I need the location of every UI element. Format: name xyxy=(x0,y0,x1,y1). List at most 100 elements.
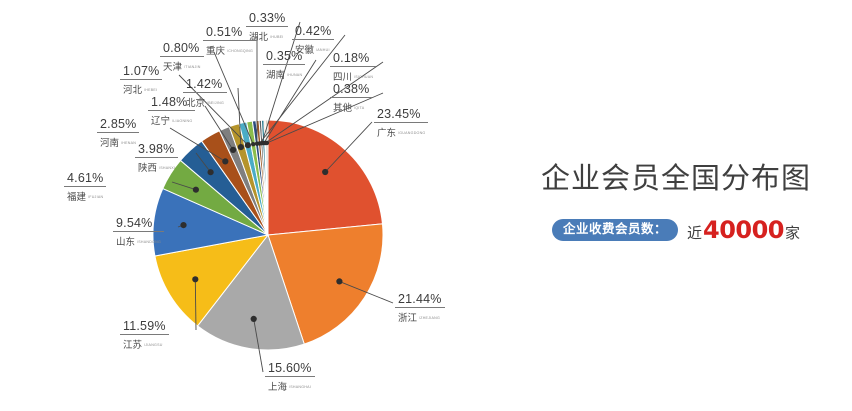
callout-henan: 2.85% 河南/HENAN xyxy=(97,117,140,151)
callout-guangdong: 23.45% 广东/GUANGDONG xyxy=(374,107,429,141)
pie-slice-qita[interactable] xyxy=(264,119,269,236)
callout-tianjin-pinyin: /TIANJIN xyxy=(184,65,201,70)
leader-line-sichuan xyxy=(265,61,384,144)
callout-hebei: 1.07% 河北/HEBEI xyxy=(120,64,163,98)
callout-chongqing-name: 重庆 xyxy=(206,46,226,58)
callout-anhui-pinyin: /ANHUI xyxy=(316,48,330,53)
callout-fujian-namebox: 福建/FUJIAN xyxy=(64,186,107,205)
leader-dot-beijing xyxy=(237,144,244,151)
callout-hunan-percent: 0.35% xyxy=(266,49,303,63)
callout-hunan-name: 湖南 xyxy=(266,70,286,82)
callout-anhui: 0.42% 安徽/ANHUI xyxy=(292,24,335,58)
callout-hebei-name: 河北 xyxy=(123,85,143,97)
callout-shandong-pinyin: /SHANDONG xyxy=(137,240,162,245)
callout-jiangsu-percent: 11.59% xyxy=(123,319,166,333)
callout-jiangsu-name: 江苏 xyxy=(123,340,143,352)
leader-line-hubei xyxy=(261,21,301,144)
leader-dot-henan xyxy=(222,158,229,165)
leader-dot-shandong xyxy=(180,222,187,229)
title-panel: 企业会员全国分布图 企业收费会员数： 近 40000 家 xyxy=(500,0,852,411)
callout-anhui-percent: 0.42% xyxy=(295,24,332,38)
leader-line-zhejiang xyxy=(339,280,394,304)
callout-liaoning-namebox: 辽宁/LIAONING xyxy=(148,110,196,129)
leader-line-henan xyxy=(169,127,226,162)
callout-chongqing-percent: 0.51% xyxy=(206,25,243,39)
callout-liaoning-pinyin: /LIAONING xyxy=(172,119,193,124)
callout-shaanxi-name: 陕西 xyxy=(138,163,158,175)
leader-line-hebei xyxy=(178,74,249,146)
callout-tianjin: 0.80% 天津/TIANJIN xyxy=(160,41,204,75)
callout-shandong-name: 山东 xyxy=(116,237,136,249)
callout-sichuan-name: 四川 xyxy=(333,72,353,84)
callout-tianjin-percent: 0.80% xyxy=(163,41,200,55)
leader-line-guangdong xyxy=(324,121,373,173)
leader-line-tianjin xyxy=(213,51,254,145)
callout-fujian: 4.61% 福建/FUJIAN xyxy=(64,171,107,205)
leader-line-fujian xyxy=(171,181,197,191)
callout-shandong-namebox: 山东/SHANDONG xyxy=(113,231,165,250)
callout-tianjin-namebox: 天津/TIANJIN xyxy=(160,56,204,75)
callout-fujian-name: 福建 xyxy=(67,192,87,204)
leader-line-jiangsu xyxy=(194,279,197,331)
callout-chongqing-namebox: 重庆/CHONGQING xyxy=(203,40,257,59)
callout-beijing: 1.42% 北京/BEIJING xyxy=(183,77,227,111)
callout-zhejiang-namebox: 浙江/ZHEJIANG xyxy=(395,307,445,326)
callout-beijing-name: 北京 xyxy=(186,98,206,110)
leader-dot-qita xyxy=(264,140,270,146)
pie-chart-svg xyxy=(152,21,394,373)
callout-zhejiang: 21.44% 浙江/ZHEJIANG xyxy=(395,292,445,326)
callout-anhui-name: 安徽 xyxy=(295,45,315,57)
callout-beijing-namebox: 北京/BEIJING xyxy=(183,92,227,111)
leader-dot-fujian xyxy=(192,186,199,193)
callout-henan-pinyin: /HENAN xyxy=(121,141,137,146)
page-title: 企业会员全国分布图 xyxy=(540,161,811,195)
callout-zhejiang-percent: 21.44% xyxy=(398,292,442,306)
leader-dot-tianjin xyxy=(251,142,256,147)
pie-slice-jiangsu[interactable] xyxy=(154,234,270,327)
callout-zhejiang-name: 浙江 xyxy=(398,313,418,325)
leader-line-liaoning xyxy=(204,105,234,151)
callout-jiangsu: 11.59% 江苏/JIANGSU xyxy=(120,319,169,353)
leader-line-hunan xyxy=(263,59,317,144)
callout-other-percent: 0.38% xyxy=(333,82,370,96)
leader-dot-shanghai xyxy=(250,315,257,322)
callout-other-name: 其他 xyxy=(333,103,353,115)
callout-henan-name: 河南 xyxy=(100,138,120,150)
callout-tianjin-name: 天津 xyxy=(163,62,183,74)
callout-hebei-percent: 1.07% xyxy=(123,64,160,78)
callout-hubei: 0.33% 湖北/HUBEI xyxy=(246,11,289,45)
leader-dot-liaoning xyxy=(230,146,237,153)
pie-slice-group xyxy=(152,119,384,351)
callout-shanghai-name: 上海 xyxy=(268,382,288,394)
callout-other: 0.38% 其他/QITA xyxy=(330,82,373,116)
callout-shanghai-namebox: 上海/SHANGHAI xyxy=(265,376,315,395)
callout-fujian-percent: 4.61% xyxy=(67,171,104,185)
callout-fujian-pinyin: /FUJIAN xyxy=(88,195,104,200)
callout-shaanxi-pinyin: /SHANXI xyxy=(159,166,176,171)
callout-shanghai: 15.60% 上海/SHANGHAI xyxy=(265,361,315,395)
pie-slice-guangdong[interactable] xyxy=(267,119,384,236)
status-badge: 企业收费会员数： xyxy=(551,219,678,241)
callout-hebei-namebox: 河北/HEBEI xyxy=(120,79,163,98)
callout-chongqing: 0.51% 重庆/CHONGQING xyxy=(203,25,257,59)
callout-anhui-namebox: 安徽/ANHUI xyxy=(292,39,335,58)
callout-shaanxi-percent: 3.98% xyxy=(138,142,175,156)
leader-dot-hebei xyxy=(244,142,251,149)
callout-hubei-namebox: 湖北/HUBEI xyxy=(246,26,289,45)
leader-line-shanghai xyxy=(253,318,264,373)
callout-sichuan-pinyin: /SICHUAN xyxy=(354,75,374,80)
callout-guangdong-percent: 23.45% xyxy=(377,107,421,121)
callout-guangdong-namebox: 广东/GUANGDONG xyxy=(374,122,429,141)
callout-liaoning-percent: 1.48% xyxy=(151,95,188,109)
callout-zhejiang-pinyin: /ZHEJIANG xyxy=(419,316,441,321)
callout-shaanxi: 3.98% 陕西/SHANXI xyxy=(135,142,179,176)
callout-hebei-pinyin: /HEBEI xyxy=(144,88,158,93)
pie-slice-shanghai[interactable] xyxy=(196,233,305,351)
pie-slice-zhejiang[interactable] xyxy=(267,223,384,345)
member-count-prefix: 近 xyxy=(686,224,702,242)
member-count-row: 企业收费会员数： 近 40000 家 xyxy=(500,216,852,244)
member-count-value: 近 40000 家 xyxy=(687,216,800,244)
leader-dot-zhejiang xyxy=(336,278,343,285)
callout-henan-namebox: 河南/HENAN xyxy=(97,132,140,151)
